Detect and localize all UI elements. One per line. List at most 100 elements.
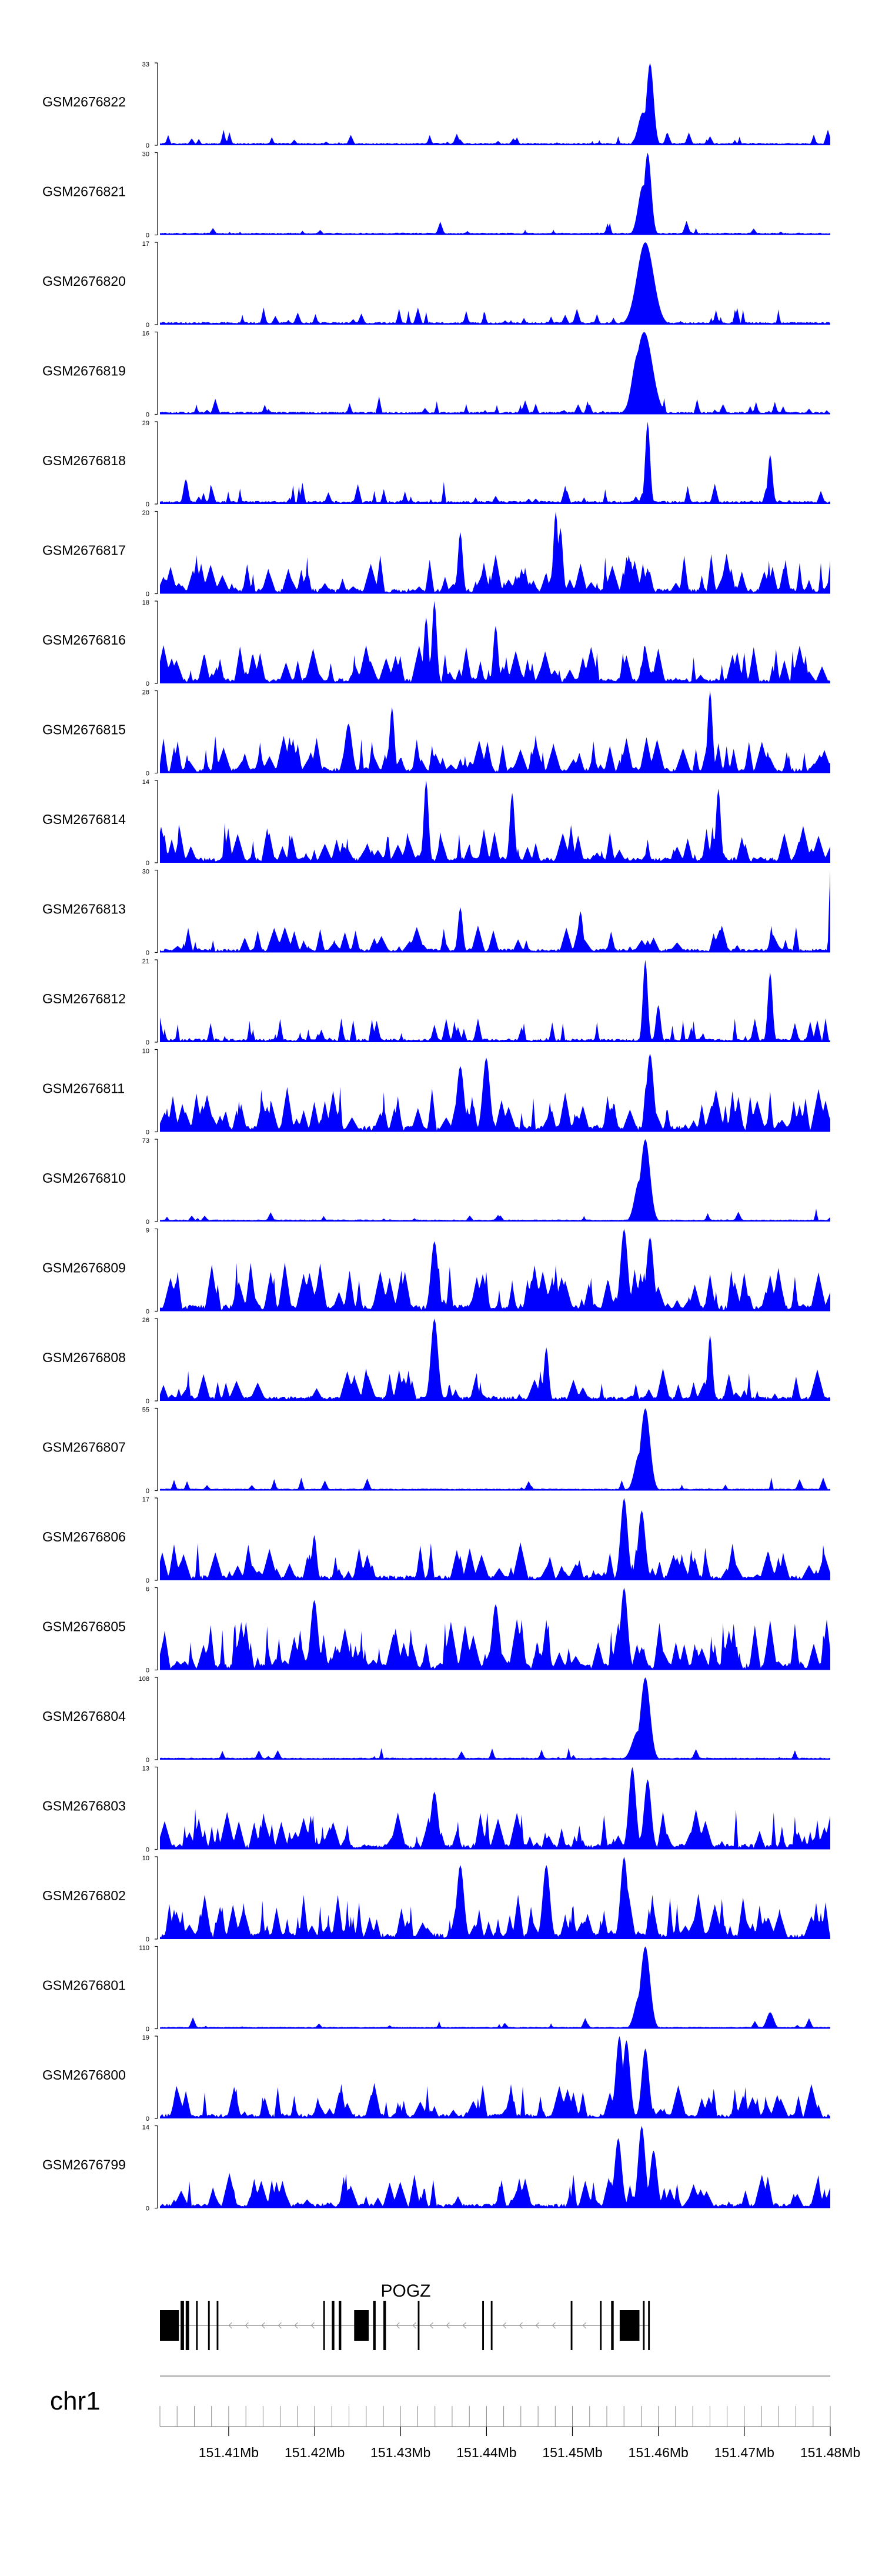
track-GSM2676822: GSM2676822 33 0: [42, 61, 830, 149]
strand-arrow: [412, 2322, 416, 2329]
track-label: GSM2676809: [42, 1260, 126, 1276]
strand-arrow: [429, 2322, 433, 2329]
signal-area: [160, 1857, 830, 1939]
signal-area: [160, 1498, 830, 1580]
y-zero-label: 0: [146, 1757, 149, 1764]
y-zero-label: 0: [146, 412, 149, 419]
y-zero-label: 0: [146, 1129, 149, 1136]
gene-name: POGZ: [380, 2281, 430, 2301]
track-label: GSM2676799: [42, 2157, 126, 2173]
track-GSM2676808: GSM2676808 26 0: [42, 1317, 830, 1405]
signal-area: [160, 152, 830, 235]
y-zero-label: 0: [146, 2026, 149, 2033]
signal-area: [160, 690, 830, 773]
y-zero-label: 0: [146, 322, 149, 329]
exon: [570, 2301, 573, 2350]
track-GSM2676806: GSM2676806 17 0: [42, 1496, 830, 1584]
track-label: GSM2676803: [42, 1798, 126, 1814]
genome-axis: chr1 151.41Mb 151.42Mb 151.43Mb 151.44Mb 151.…: [50, 2375, 860, 2460]
track-label: GSM2676815: [42, 722, 126, 738]
track-GSM2676809: GSM2676809 9 0: [42, 1227, 830, 1316]
exon: [185, 2301, 189, 2350]
exon: [383, 2301, 386, 2350]
y-zero-label: 0: [146, 2115, 149, 2123]
y-max-label: 10: [142, 1048, 149, 1055]
track-GSM2676799: GSM2676799 14 0: [42, 2124, 830, 2213]
signal-area: [160, 1139, 830, 1222]
y-max-label: 6: [146, 1586, 149, 1593]
track-label: GSM2676812: [42, 991, 126, 1006]
strand-arrow: [294, 2322, 298, 2329]
exon: [482, 2301, 484, 2350]
x-tick-label: 151.42Mb: [285, 2445, 345, 2460]
exon: [611, 2301, 614, 2350]
y-zero-label: 0: [146, 770, 149, 778]
signal-area: [160, 1408, 830, 1491]
signal-area: [160, 1229, 830, 1312]
y-max-label: 14: [142, 2124, 149, 2131]
signal-area: [160, 332, 830, 415]
y-max-label: 108: [139, 1676, 149, 1683]
track-GSM2676819: GSM2676819 16 0: [42, 331, 830, 419]
y-zero-label: 0: [146, 1398, 149, 1405]
y-max-label: 73: [142, 1137, 149, 1144]
strand-arrow: [228, 2322, 232, 2329]
exon: [181, 2301, 184, 2350]
y-zero-label: 0: [146, 680, 149, 688]
gene-track: POGZ: [160, 2281, 650, 2350]
y-zero-label: 0: [146, 1488, 149, 1495]
strand-arrow: [462, 2322, 466, 2329]
track-GSM2676817: GSM2676817 20 0: [42, 510, 830, 598]
strand-arrow: [502, 2322, 507, 2329]
y-zero-label: 0: [146, 142, 149, 149]
exon: [216, 2301, 219, 2350]
exon: [619, 2310, 640, 2341]
y-zero-label: 0: [146, 1936, 149, 1943]
exon: [339, 2301, 342, 2350]
exon: [373, 2301, 376, 2350]
y-zero-label: 0: [146, 1847, 149, 1854]
y-zero-label: 0: [146, 860, 149, 867]
y-zero-label: 0: [146, 501, 149, 508]
y-max-label: 17: [142, 241, 149, 248]
exon: [648, 2301, 650, 2350]
track-label: GSM2676820: [42, 273, 126, 289]
track-label: GSM2676808: [42, 1350, 126, 1365]
x-tick-label: 151.47Mb: [714, 2445, 774, 2460]
exon: [354, 2310, 369, 2341]
y-zero-label: 0: [146, 1309, 149, 1316]
x-tick-label: 151.41Mb: [199, 2445, 259, 2460]
signal-area: [160, 1767, 830, 1850]
signal-area: [160, 870, 830, 953]
track-label: GSM2676807: [42, 1440, 126, 1455]
exon: [490, 2301, 493, 2350]
y-max-label: 30: [142, 151, 149, 158]
track-GSM2676812: GSM2676812 21 0: [42, 958, 830, 1046]
signal-area: [160, 601, 830, 683]
signal-area: [160, 2036, 830, 2118]
exon: [208, 2301, 210, 2350]
strand-arrow: [278, 2322, 282, 2329]
track-GSM2676800: GSM2676800 19 0: [42, 2034, 830, 2123]
strand-arrow: [310, 2322, 315, 2329]
x-tick-label: 151.45Mb: [542, 2445, 602, 2460]
signal-area: [160, 2125, 830, 2208]
y-max-label: 21: [142, 958, 149, 965]
y-max-label: 33: [142, 61, 149, 68]
x-tick-label: 151.48Mb: [800, 2445, 860, 2460]
track-GSM2676816: GSM2676816 18 0: [42, 599, 830, 688]
track-GSM2676820: GSM2676820 17 0: [42, 241, 830, 329]
signal-area: [160, 960, 830, 1042]
signal-area: [160, 511, 830, 594]
x-tick-label: 151.44Mb: [456, 2445, 516, 2460]
track-label: GSM2676800: [42, 2067, 126, 2083]
x-tick-label: 151.43Mb: [370, 2445, 430, 2460]
y-zero-label: 0: [146, 1039, 149, 1046]
track-GSM2676814: GSM2676814 14 0: [42, 779, 830, 867]
track-GSM2676818: GSM2676818 29 0: [42, 420, 830, 508]
signal-area: [160, 1319, 830, 1401]
y-max-label: 13: [142, 1766, 149, 1773]
track-GSM2676805: GSM2676805 6 0: [42, 1586, 830, 1674]
y-max-label: 10: [142, 1855, 149, 1862]
